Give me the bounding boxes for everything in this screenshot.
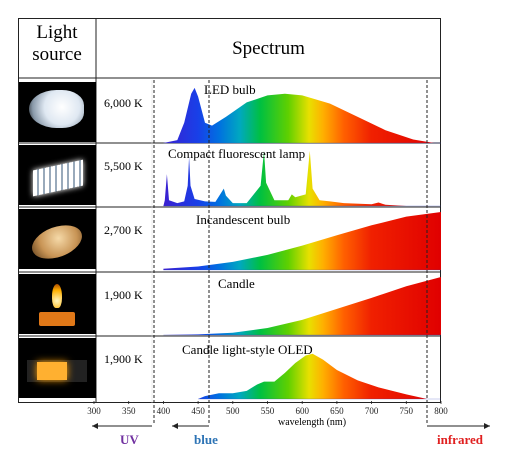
oled-panel-icon	[19, 338, 96, 398]
x-tick-label: 400	[156, 406, 171, 416]
incandescent-bulb-icon	[19, 209, 96, 269]
spectrum-label: Candle light-style OLED	[182, 342, 313, 357]
candle-icon	[19, 274, 96, 334]
spectrum-area-2	[163, 212, 441, 270]
x-tick-label: 700	[364, 406, 379, 416]
spectrum-label: Incandescent bulb	[196, 212, 291, 227]
infrared-arrow-head	[484, 423, 490, 429]
x-tick-label: 600	[295, 406, 309, 416]
led-bulb-icon	[19, 82, 96, 142]
light-source-header: Light source	[18, 22, 96, 66]
spectrum-area-3	[163, 277, 441, 335]
figure-frame	[18, 18, 441, 403]
spectrum-area-1	[163, 150, 407, 206]
color-temperature: 1,900 K	[104, 352, 143, 366]
x-axis-label: wavelength (nm)	[278, 417, 347, 428]
infrared-region-label: infrared	[437, 432, 483, 447]
fluorescent-lamp-icon	[19, 145, 96, 205]
header-line-1: Light	[36, 22, 78, 43]
x-tick-label: 800	[434, 406, 448, 416]
header-line-2: source	[32, 44, 82, 65]
blue-arrow-head	[172, 423, 178, 429]
x-tick-label: 350	[121, 406, 136, 416]
spectrum-area-4	[198, 353, 428, 399]
x-tick-label: 450	[191, 406, 205, 416]
color-temperature: 1,900 K	[104, 288, 143, 302]
uv-region-label: UV	[120, 432, 139, 447]
x-tick-label: 650	[330, 406, 344, 416]
color-temperature: 2,700 K	[104, 223, 143, 237]
color-temperature: 5,500 K	[104, 159, 143, 173]
spectrum-label: Candle	[218, 276, 255, 291]
spectrum-header: Spectrum	[232, 38, 305, 59]
spectrum-label: Compact fluorescent lamp	[168, 146, 306, 161]
spectrum-area-0	[163, 87, 435, 143]
uv-arrow-head	[92, 423, 98, 429]
blue-region-label: blue	[194, 432, 218, 447]
spectrum-label: LED bulb	[204, 82, 256, 97]
x-tick-label: 500	[226, 406, 240, 416]
x-tick-label: 300	[87, 406, 101, 416]
x-tick-label: 550	[260, 406, 275, 416]
x-tick-label: 750	[399, 406, 414, 416]
color-temperature: 6,000 K	[104, 96, 143, 110]
